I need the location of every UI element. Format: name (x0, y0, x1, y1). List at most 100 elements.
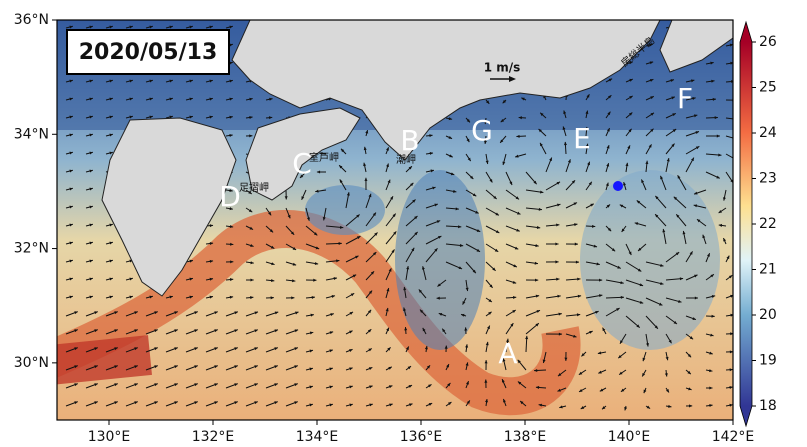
vector-head (567, 159, 571, 163)
vector-head (599, 388, 604, 392)
vector-head (149, 25, 153, 29)
vector-head (592, 224, 596, 228)
vector-head (134, 347, 138, 351)
vector-head (710, 333, 714, 337)
vector-head (149, 115, 153, 119)
vector-head (645, 160, 649, 165)
vector-head (250, 296, 254, 300)
vector-head (109, 241, 113, 245)
y-tick-label: 34°N (14, 126, 49, 142)
vector-head (254, 347, 258, 351)
vector-head (662, 228, 666, 233)
vector-head (274, 347, 278, 351)
vector-head (620, 281, 624, 285)
vector-head (619, 340, 623, 344)
vector-head (484, 360, 488, 364)
colorbar-tick-label: 23 (759, 171, 777, 187)
vector-head (593, 244, 598, 248)
vector-head (89, 115, 93, 119)
vector-head (691, 157, 694, 162)
vector-head (579, 388, 583, 392)
vector-head (709, 369, 713, 373)
vector-head (154, 347, 158, 351)
vector-head (660, 263, 664, 267)
vector-head (69, 115, 73, 119)
vector-head (693, 114, 698, 118)
colorbar-extend-top (740, 22, 752, 42)
vector-head (492, 267, 496, 271)
vector-head (608, 78, 613, 82)
vector-head (209, 25, 213, 29)
vector-head (489, 179, 493, 183)
vector-head (169, 25, 173, 29)
x-tick-label: 130°E (88, 429, 131, 445)
vector-head (495, 212, 499, 216)
vector-head (606, 204, 611, 208)
vector-head (728, 275, 733, 279)
vector-head (309, 349, 314, 353)
vector-head (316, 170, 321, 174)
vector-head (94, 329, 98, 333)
vector-head (69, 241, 73, 245)
x-tick-label: 140°E (608, 429, 651, 445)
vector-head (194, 329, 198, 333)
vector-head (209, 79, 213, 83)
vector-head (69, 151, 73, 155)
vector-head (585, 126, 589, 131)
vector-head (502, 358, 506, 362)
vector (725, 135, 733, 139)
vector-head (134, 383, 138, 387)
vector-head (229, 207, 233, 211)
vector-head (405, 346, 409, 350)
vector-head (274, 401, 278, 405)
vector-head (189, 79, 193, 83)
vector-head (339, 225, 344, 229)
vector-head (711, 79, 715, 83)
vector-head (209, 115, 213, 119)
vector-head (577, 294, 582, 298)
vector-head (154, 365, 158, 369)
vector-head (109, 277, 113, 281)
vector-head (294, 365, 298, 369)
vector-head (229, 115, 233, 119)
vector-head (352, 274, 357, 278)
vector-head (149, 295, 153, 299)
vector-head (601, 406, 606, 410)
colorbar (740, 42, 752, 406)
vector-head (229, 189, 233, 193)
vector-head (69, 25, 73, 29)
vector-head (388, 366, 392, 370)
vector-head (455, 207, 459, 211)
vector-head (374, 232, 378, 236)
vector-head (89, 295, 93, 299)
vector-head (209, 242, 214, 246)
vector-head (636, 324, 640, 328)
vector-head (512, 295, 517, 299)
vector-head (533, 180, 537, 185)
vector-head (356, 214, 360, 218)
colorbar-tick-label: 21 (759, 262, 777, 278)
vector-head (230, 242, 234, 246)
vector-head (229, 225, 234, 229)
vector-head (617, 265, 621, 269)
vector-head (494, 248, 499, 252)
vector-head (734, 118, 737, 121)
vector-head (655, 214, 659, 218)
colorbar-tick-label: 25 (759, 80, 777, 96)
vector-head (453, 189, 457, 193)
vector-head (687, 370, 691, 375)
vector-head (69, 295, 73, 299)
vector-head (718, 209, 723, 213)
vector-head (556, 223, 560, 227)
vector-head (664, 373, 668, 377)
date-box (66, 29, 230, 75)
vector-head (428, 384, 432, 388)
vector-head (650, 96, 654, 100)
vector-head (581, 353, 585, 357)
vector-head (696, 219, 701, 223)
vector-head (294, 329, 299, 333)
vector-head (134, 401, 138, 405)
vector-head (129, 97, 133, 101)
vector-head (538, 128, 542, 133)
